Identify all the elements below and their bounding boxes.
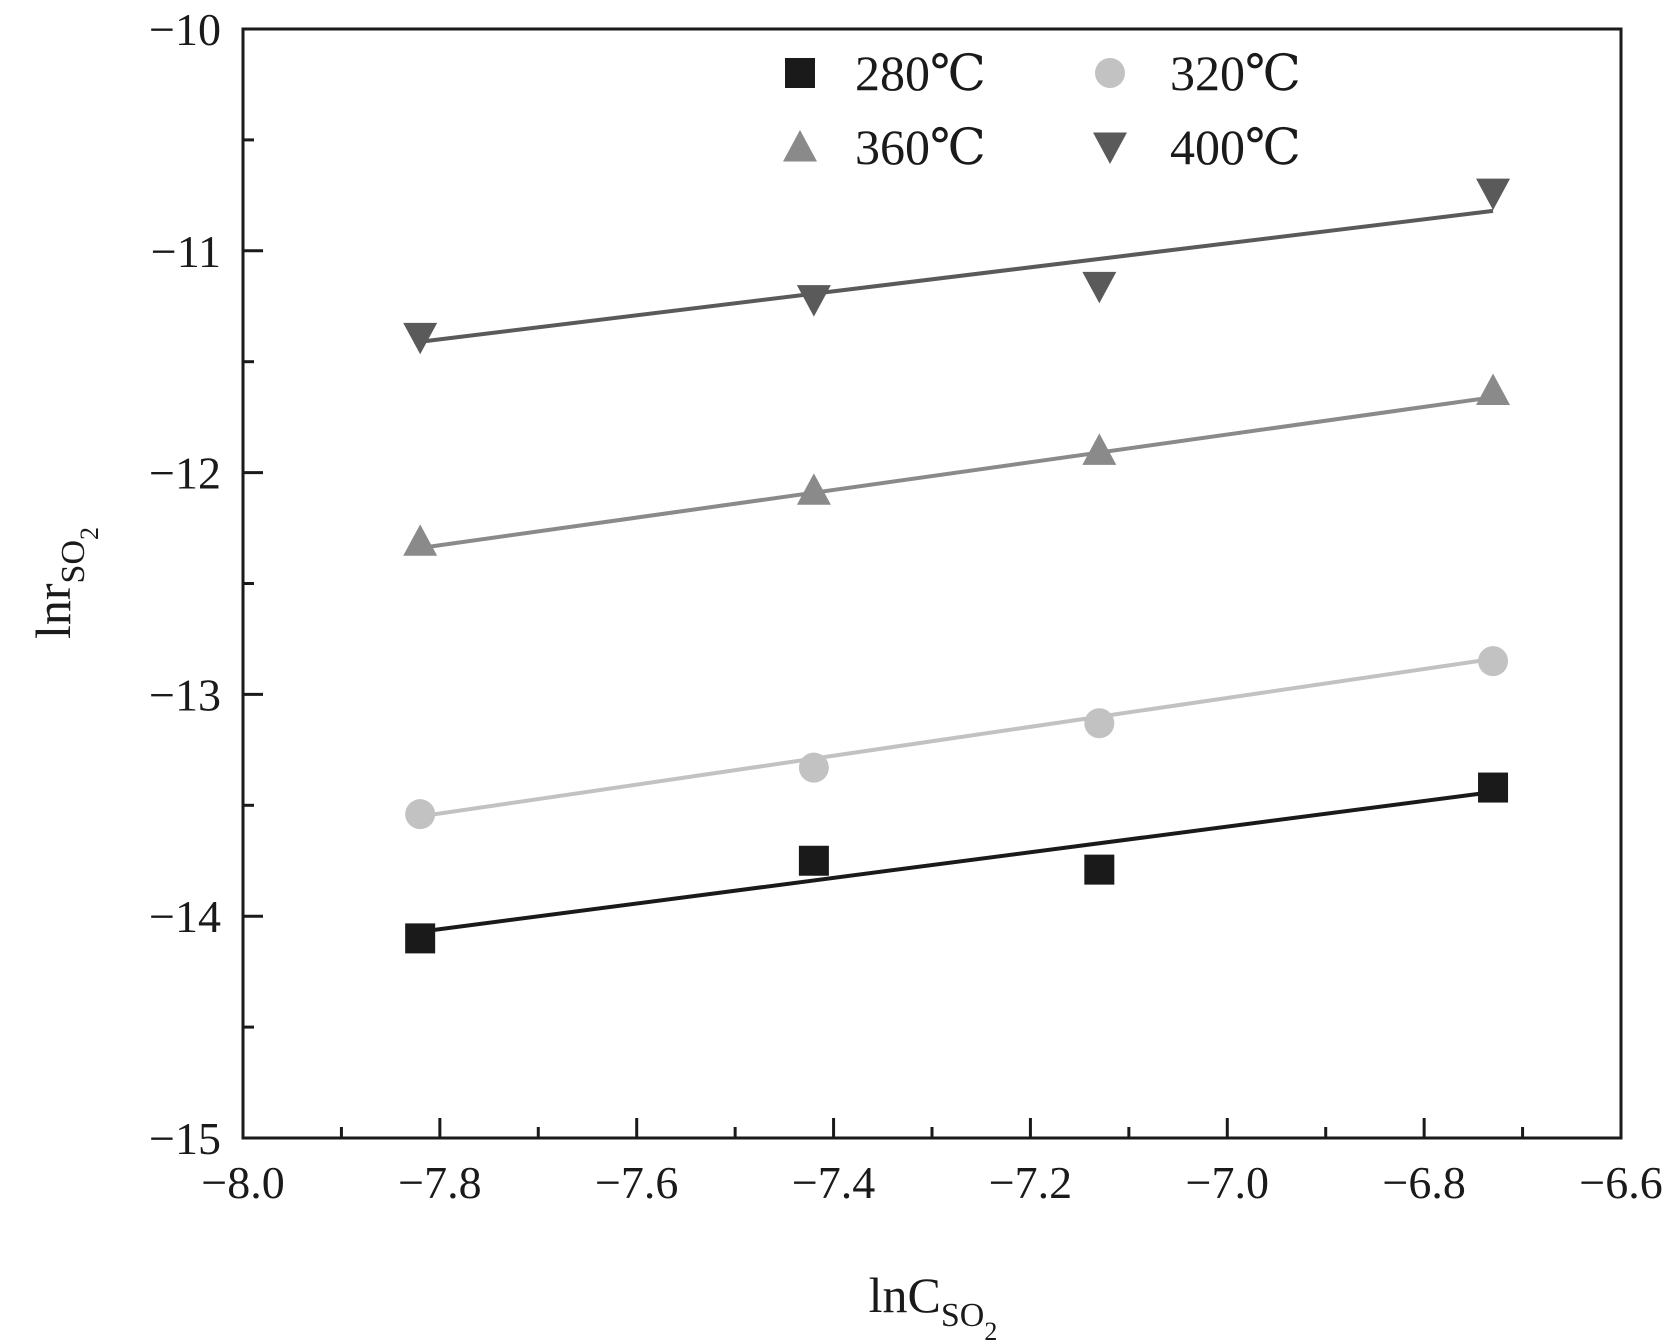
legend-item: 400℃ <box>1093 119 1301 175</box>
legend-marker <box>1095 58 1125 88</box>
x-axis-label: lnCSO2 <box>869 1267 998 1344</box>
data-point <box>1082 271 1117 304</box>
legend-label: 320℃ <box>1170 45 1301 101</box>
y-tick-label: −12 <box>149 448 221 499</box>
y-tick-label: −15 <box>149 1113 221 1164</box>
fit-lines <box>419 208 1494 934</box>
fit-line <box>419 395 1494 550</box>
data-point <box>1478 772 1509 803</box>
legend: 280℃ 320℃ 360℃ 400℃ <box>783 45 1301 175</box>
y-tick-label: −13 <box>149 669 221 720</box>
y-axis-label: lnrSO2 <box>25 527 104 639</box>
legend-item: 360℃ <box>783 119 986 175</box>
data-point <box>1478 646 1509 677</box>
x-tick-label: −7.6 <box>595 1157 678 1208</box>
data-point <box>796 285 831 317</box>
data-points <box>403 178 1511 954</box>
y-tick-label: −10 <box>149 4 221 55</box>
x-tick-label: −8.0 <box>201 1157 284 1208</box>
fit-line <box>419 656 1494 819</box>
legend-label: 280℃ <box>855 45 986 101</box>
data-point <box>403 322 438 355</box>
data-point <box>405 799 436 830</box>
data-point <box>1476 178 1511 211</box>
x-tick-label: −7.0 <box>1186 1157 1269 1208</box>
data-point <box>403 524 438 556</box>
data-point <box>796 473 831 505</box>
data-point <box>1084 854 1115 885</box>
legend-item: 320℃ <box>1095 45 1301 101</box>
legend-label: 360℃ <box>855 119 986 175</box>
data-point <box>1476 373 1511 405</box>
data-point <box>1084 708 1115 739</box>
data-point <box>405 923 436 954</box>
data-point <box>798 752 829 783</box>
legend-label: 400℃ <box>1170 119 1301 175</box>
legend-item: 280℃ <box>785 45 986 101</box>
axis-ticks: −8.0 −7.8 −7.6 −7.4 −7.2 −7.0 −6.8 −6.6 −10 −11 −1… <box>149 4 1663 1208</box>
data-point <box>798 845 829 876</box>
data-point <box>1082 433 1117 465</box>
y-tick-label: −11 <box>151 226 221 277</box>
plot-frame <box>241 27 1623 1140</box>
legend-marker <box>785 58 815 88</box>
fit-line <box>419 208 1494 344</box>
legend-marker <box>1093 132 1127 164</box>
legend-marker <box>783 130 817 162</box>
x-tick-label: −6.6 <box>1579 1157 1662 1208</box>
x-tick-label: −6.8 <box>1382 1157 1465 1208</box>
x-tick-label: −7.4 <box>792 1157 875 1208</box>
x-tick-label: −7.2 <box>989 1157 1072 1208</box>
x-tick-label: −7.8 <box>398 1157 481 1208</box>
fit-line <box>419 790 1494 934</box>
y-tick-label: −14 <box>149 891 221 942</box>
